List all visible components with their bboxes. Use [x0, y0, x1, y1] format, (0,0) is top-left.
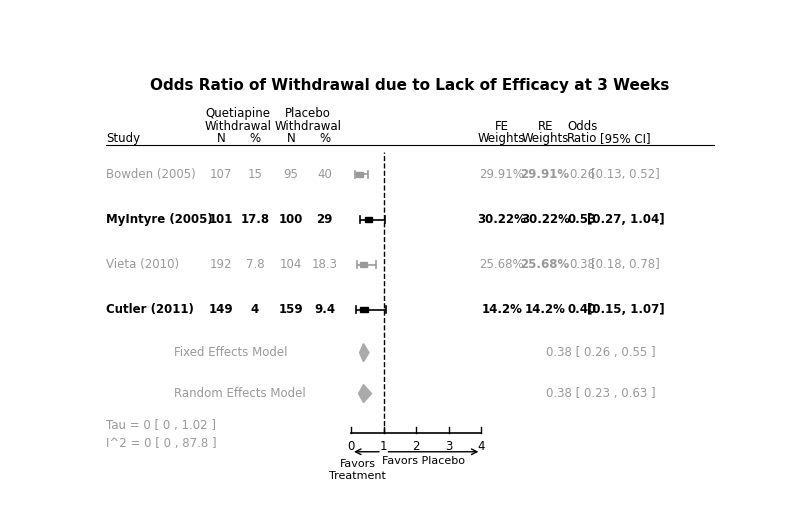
Bar — [365, 217, 372, 222]
Text: [0.13, 0.52]: [0.13, 0.52] — [591, 168, 660, 181]
Text: Odds Ratio of Withdrawal due to Lack of Efficacy at 3 Weeks: Odds Ratio of Withdrawal due to Lack of … — [150, 78, 670, 93]
Text: 3: 3 — [445, 440, 453, 453]
Text: [0.18, 0.78]: [0.18, 0.78] — [591, 258, 660, 271]
Text: FE: FE — [494, 120, 509, 132]
Text: I^2 = 0 [ 0 , 87.8 ]: I^2 = 0 [ 0 , 87.8 ] — [106, 437, 217, 450]
Bar — [361, 307, 368, 312]
Bar — [356, 172, 363, 177]
Text: N: N — [217, 132, 226, 145]
Text: 0.38 [ 0.26 , 0.55 ]: 0.38 [ 0.26 , 0.55 ] — [546, 346, 656, 359]
Polygon shape — [359, 344, 369, 362]
Text: Withdrawal: Withdrawal — [205, 120, 271, 132]
Text: 15: 15 — [247, 168, 262, 181]
Text: 0.38: 0.38 — [570, 258, 595, 271]
Text: 1: 1 — [380, 440, 387, 453]
Text: 0.40: 0.40 — [568, 303, 597, 316]
Text: 30.22%: 30.22% — [478, 213, 526, 226]
Text: 4: 4 — [478, 440, 485, 453]
Text: %: % — [250, 132, 261, 145]
Bar — [360, 262, 367, 267]
Text: N: N — [286, 132, 295, 145]
Text: 2: 2 — [413, 440, 420, 453]
Text: 25.68%: 25.68% — [521, 258, 570, 271]
Text: Placebo: Placebo — [285, 107, 330, 120]
Text: 104: 104 — [280, 258, 302, 271]
Text: 159: 159 — [278, 303, 303, 316]
Text: Random Effects Model: Random Effects Model — [174, 387, 306, 400]
Text: Withdrawal: Withdrawal — [274, 120, 341, 132]
Text: 30.22%: 30.22% — [521, 213, 570, 226]
Text: Fixed Effects Model: Fixed Effects Model — [174, 346, 288, 359]
Text: RE: RE — [538, 120, 553, 132]
Text: [0.15, 1.07]: [0.15, 1.07] — [587, 303, 665, 316]
Text: 0.38 [ 0.23 , 0.63 ]: 0.38 [ 0.23 , 0.63 ] — [546, 387, 656, 400]
Text: 18.3: 18.3 — [311, 258, 338, 271]
Text: Favors
Treatment: Favors Treatment — [329, 459, 386, 481]
Text: 14.2%: 14.2% — [482, 303, 522, 316]
Text: 100: 100 — [278, 213, 303, 226]
Text: 7.8: 7.8 — [246, 258, 264, 271]
Text: 101: 101 — [209, 213, 233, 226]
Polygon shape — [358, 385, 372, 403]
Text: 0: 0 — [347, 440, 354, 453]
Text: Bowden (2005): Bowden (2005) — [106, 168, 196, 181]
Text: 40: 40 — [317, 168, 332, 181]
Text: 29.91%: 29.91% — [479, 168, 524, 181]
Text: 25.68%: 25.68% — [479, 258, 524, 271]
Text: [95% CI]: [95% CI] — [601, 132, 651, 145]
Text: Cutler (2011): Cutler (2011) — [106, 303, 194, 316]
Text: 0.26: 0.26 — [570, 168, 595, 181]
Text: 17.8: 17.8 — [241, 213, 270, 226]
Text: Vieta (2010): Vieta (2010) — [106, 258, 179, 271]
Text: Favors Placebo: Favors Placebo — [382, 456, 466, 466]
Text: Weights: Weights — [478, 132, 526, 145]
Text: %: % — [319, 132, 330, 145]
Text: Tau = 0 [ 0 , 1.02 ]: Tau = 0 [ 0 , 1.02 ] — [106, 419, 216, 431]
Text: 29.91%: 29.91% — [521, 168, 570, 181]
Text: 9.4: 9.4 — [314, 303, 335, 316]
Text: MyIntyre (2005): MyIntyre (2005) — [106, 213, 213, 226]
Text: Odds: Odds — [567, 120, 598, 132]
Text: Ratio: Ratio — [567, 132, 598, 145]
Text: Study: Study — [106, 132, 140, 145]
Text: 29: 29 — [316, 213, 333, 226]
Text: [0.27, 1.04]: [0.27, 1.04] — [587, 213, 665, 226]
Text: Quetiapine: Quetiapine — [206, 107, 270, 120]
Text: 0.53: 0.53 — [568, 213, 597, 226]
Text: 192: 192 — [210, 258, 232, 271]
Text: 4: 4 — [251, 303, 259, 316]
Text: 107: 107 — [210, 168, 232, 181]
Text: 95: 95 — [283, 168, 298, 181]
Text: 14.2%: 14.2% — [525, 303, 566, 316]
Text: 149: 149 — [209, 303, 234, 316]
Text: Weights: Weights — [522, 132, 569, 145]
